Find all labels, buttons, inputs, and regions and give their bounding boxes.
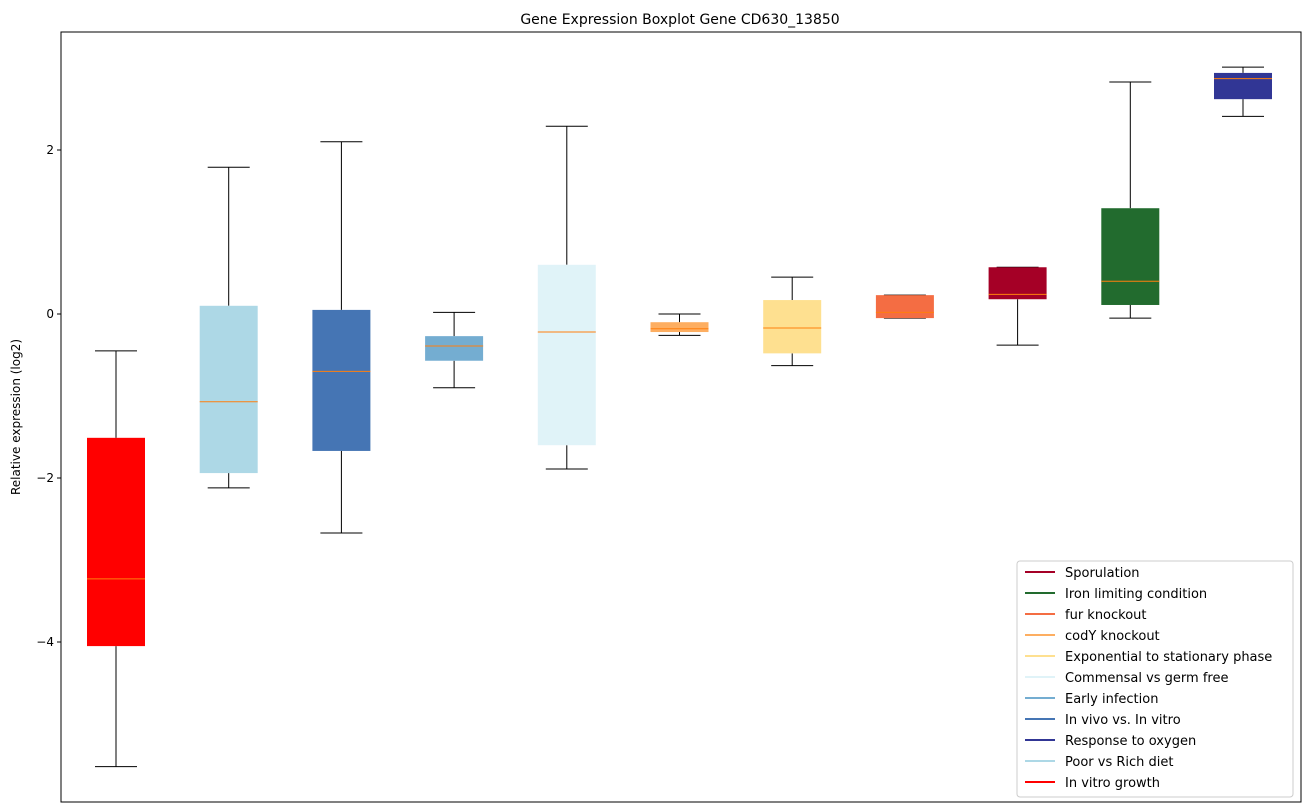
legend-label: codY knockout [1065, 629, 1160, 644]
legend-label: Commensal vs germ free [1065, 671, 1228, 686]
legend-label: In vivo vs. In vitro [1065, 713, 1181, 728]
box-sporulation [988, 266, 1047, 346]
box-body [87, 437, 145, 647]
box-body [537, 264, 596, 446]
legend: Sporulation Iron limiting condition fur kn… [1016, 560, 1294, 798]
boxes [87, 66, 1272, 768]
box-exponential-to-stationary-phase [763, 276, 822, 367]
box-iron-limiting-condition [1101, 81, 1160, 319]
legend-label: Response to oxygen [1065, 734, 1196, 749]
y-axis-label: Relative expression (log2) [9, 339, 23, 495]
box-fur-knockout [875, 294, 934, 319]
legend-label: Poor vs Rich diet [1065, 755, 1173, 770]
box-body [650, 322, 709, 333]
box-body [425, 336, 484, 361]
box-body [1214, 72, 1272, 100]
box-poor-vs-rich-diet [199, 166, 258, 489]
plot-frame [60, 31, 1302, 803]
y-tick-label: −2 [36, 471, 54, 485]
box-response-to-oxygen [1214, 66, 1272, 117]
chart-title: Gene Expression Boxplot Gene CD630_13850 [520, 12, 839, 28]
box-body [312, 309, 371, 451]
legend-label: Early infection [1065, 692, 1158, 707]
y-tick-label: 2 [46, 143, 54, 157]
box-in-vitro-growth [87, 350, 145, 768]
box-body [763, 300, 822, 354]
legend-label: fur knockout [1065, 608, 1147, 623]
box-body [875, 295, 934, 319]
y-tick-label: −4 [36, 635, 54, 649]
box-in-vivo-vs-in-vitro [312, 141, 371, 534]
legend-label: Iron limiting condition [1065, 587, 1207, 602]
box-commensal-vs-germ-free [537, 125, 596, 470]
box-cody-knockout [650, 313, 709, 336]
y-axis: 2 0 −2 −4 [36, 143, 61, 649]
legend-frame [1016, 560, 1294, 798]
box-early-infection [425, 311, 484, 389]
legend-label: Sporulation [1065, 566, 1140, 581]
legend-label: Exponential to stationary phase [1065, 650, 1272, 665]
box-body [1101, 208, 1160, 305]
box-body [199, 305, 258, 474]
legend-label: In vitro growth [1065, 776, 1160, 791]
y-tick-label: 0 [46, 307, 54, 321]
